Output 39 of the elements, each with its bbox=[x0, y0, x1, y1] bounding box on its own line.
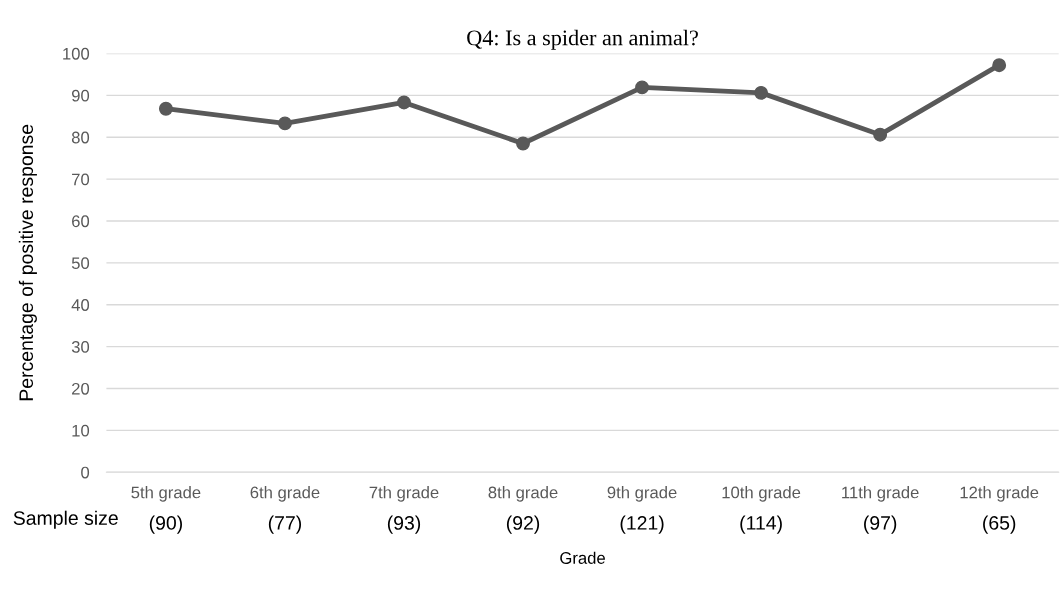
x-tick-label: 5th grade bbox=[131, 486, 201, 502]
chart-title: Q4: Is a spider an animal? bbox=[467, 29, 698, 50]
y-tick-label: 60 bbox=[72, 215, 90, 228]
y-axis-title: Percentage of positive response bbox=[18, 124, 37, 401]
y-tick-label: 0 bbox=[81, 466, 90, 479]
x-tick-label: 12th grade bbox=[960, 486, 1039, 502]
text: Sample size bbox=[13, 510, 118, 529]
x-tick-label: 11th grade bbox=[842, 486, 919, 502]
y-tick-label: 80 bbox=[71, 131, 90, 144]
point bbox=[992, 58, 1007, 73]
point bbox=[873, 127, 888, 142]
y-tick-label: 50 bbox=[71, 257, 90, 270]
text: (121) bbox=[620, 515, 664, 534]
y-tick-label: 90 bbox=[71, 89, 90, 102]
y-tick-label: 40 bbox=[71, 299, 90, 311]
point bbox=[278, 116, 292, 131]
x-tick-label: 6th grade bbox=[250, 486, 320, 502]
point bbox=[635, 80, 650, 95]
text: (97) bbox=[864, 515, 897, 534]
text: (65) bbox=[983, 515, 1016, 534]
text: (90) bbox=[149, 515, 182, 534]
point bbox=[158, 101, 173, 116]
x-tick-label: 9th grade bbox=[607, 486, 677, 502]
x-axis-title: Grade bbox=[560, 551, 605, 564]
x-tick-label: 7th grade bbox=[369, 486, 439, 502]
point bbox=[516, 136, 530, 151]
x-tick-label: 10th grade bbox=[722, 486, 801, 502]
text: (92) bbox=[506, 515, 540, 534]
point bbox=[754, 85, 769, 100]
y-tick-label: 10 bbox=[72, 424, 90, 437]
point bbox=[397, 95, 411, 110]
y-tick-label: 70 bbox=[72, 173, 90, 186]
y-tick-label: 20 bbox=[72, 382, 90, 395]
y-tick-label: 100 bbox=[63, 47, 90, 60]
text: (114) bbox=[740, 515, 782, 534]
text: (77) bbox=[268, 515, 302, 534]
x-tick-label: 8th grade bbox=[488, 486, 558, 502]
y-tick-label: 30 bbox=[71, 341, 90, 353]
text: (93) bbox=[387, 515, 421, 534]
